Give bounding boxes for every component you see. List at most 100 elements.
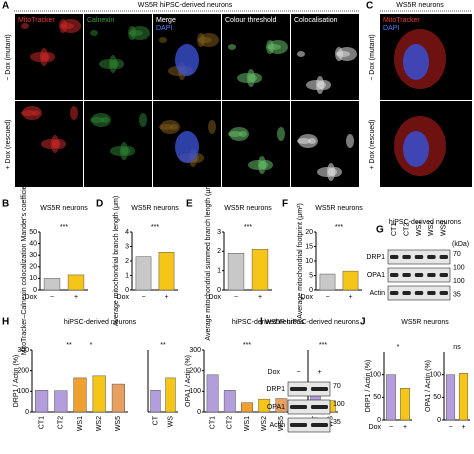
x-tick-label: + bbox=[258, 294, 262, 301]
x-tick-label: WS1 bbox=[77, 416, 84, 431]
band bbox=[427, 255, 436, 259]
panel-label: G bbox=[376, 225, 384, 236]
y-tick-label: 2 bbox=[217, 248, 221, 255]
channel-label: Colour threshold bbox=[225, 17, 276, 24]
bar bbox=[251, 249, 269, 291]
bar bbox=[150, 390, 161, 413]
y-tick-label: 0 bbox=[309, 287, 313, 294]
channel-label: DAPI bbox=[156, 25, 172, 32]
y-tick-label: 100 bbox=[189, 388, 201, 395]
y-tick-label: 0 bbox=[125, 287, 129, 294]
panel-label: J bbox=[360, 317, 366, 328]
bar bbox=[458, 373, 469, 421]
y-tick-label: 50 bbox=[433, 394, 441, 401]
panel-title: WS5R neurons bbox=[396, 2, 444, 9]
cell-blob bbox=[197, 33, 205, 47]
y-tick-label: 3 bbox=[125, 243, 129, 250]
cell-blob bbox=[297, 138, 311, 144]
y-tick-label: 0 bbox=[33, 287, 37, 294]
y-tick-label: 100 bbox=[17, 388, 29, 395]
bar bbox=[73, 377, 87, 413]
band bbox=[290, 405, 307, 409]
panel-label: B bbox=[2, 199, 9, 210]
panel-label: A bbox=[2, 1, 9, 12]
channel-label: DAPI bbox=[383, 25, 399, 32]
x-tick-label: CT2 bbox=[227, 416, 234, 429]
cell-blob bbox=[139, 113, 147, 127]
row-label: − Dox (mutant) bbox=[369, 34, 376, 81]
y-tick-label: 2 bbox=[125, 258, 129, 265]
bar bbox=[206, 374, 219, 413]
band bbox=[414, 273, 424, 277]
blot-title: WS5R hiPSC-derived neurons bbox=[265, 319, 360, 326]
cell-blob bbox=[99, 59, 119, 69]
y-axis-label: Average mitochondrial branch length (μm) bbox=[113, 196, 120, 326]
band bbox=[390, 273, 399, 277]
bar bbox=[54, 390, 68, 413]
panel-label: H bbox=[2, 317, 9, 328]
lane-label: CT1 bbox=[391, 223, 398, 236]
x-tick-label: WS5 bbox=[115, 416, 122, 431]
x-tick-label: − bbox=[325, 294, 329, 301]
lane-label: − bbox=[296, 369, 300, 376]
x-tick-label: CT bbox=[152, 415, 159, 425]
panel-label: C bbox=[366, 1, 373, 12]
cell-blob bbox=[306, 80, 326, 90]
bar bbox=[35, 390, 49, 413]
row-label: Actin bbox=[269, 422, 285, 429]
y-tick-label: 40 bbox=[29, 240, 37, 247]
y-axis-label: DRP1 / Actin (%) bbox=[13, 355, 20, 408]
bar bbox=[111, 383, 125, 413]
y-tick-label: 0 bbox=[437, 417, 441, 424]
significance: ** bbox=[160, 342, 166, 349]
significance: *** bbox=[151, 224, 159, 231]
blot-strip bbox=[287, 399, 331, 415]
cell-blob bbox=[21, 110, 35, 116]
x-axis-label: Dox bbox=[25, 294, 38, 301]
bar bbox=[92, 375, 106, 413]
band bbox=[439, 255, 448, 259]
bar bbox=[275, 398, 288, 413]
kda-marker: 35 bbox=[333, 419, 341, 426]
panel-label: D bbox=[96, 199, 103, 210]
y-axis-label: OPA1 / Actin (%) bbox=[185, 355, 192, 407]
row-label: Actin bbox=[369, 290, 385, 297]
y-tick-label: 50 bbox=[373, 394, 381, 401]
channel-label: Merge bbox=[156, 17, 176, 24]
y-tick-label: 100 bbox=[429, 372, 441, 379]
kda-marker: 100 bbox=[453, 264, 465, 271]
band bbox=[311, 405, 328, 409]
y-tick-label: 300 bbox=[17, 347, 29, 354]
bar bbox=[342, 270, 359, 291]
band bbox=[439, 273, 448, 277]
band bbox=[390, 291, 399, 295]
cell-blob bbox=[297, 51, 305, 57]
x-axis-label: Dox bbox=[209, 294, 222, 301]
cell-blob bbox=[335, 47, 343, 61]
x-tick-label: + bbox=[348, 294, 352, 301]
kda-marker: 100 bbox=[453, 278, 465, 285]
x-tick-label: − bbox=[234, 294, 238, 301]
bar bbox=[43, 278, 61, 291]
y-tick-label: 0 bbox=[377, 417, 381, 424]
significance: ** bbox=[66, 342, 72, 349]
x-axis-label: Dox bbox=[117, 294, 130, 301]
cell-blob bbox=[21, 23, 29, 29]
y-tick-label: 20 bbox=[29, 264, 37, 271]
y-tick-label: 3 bbox=[217, 229, 221, 236]
y-tick-label: 300 bbox=[189, 347, 201, 354]
significance: *** bbox=[335, 224, 343, 231]
cell-blob bbox=[346, 134, 354, 148]
band bbox=[311, 423, 328, 427]
cell-blob bbox=[208, 120, 216, 134]
x-tick-label: WS bbox=[167, 416, 174, 428]
y-tick-label: 1 bbox=[125, 272, 129, 279]
channel-label: Calnexin bbox=[87, 17, 114, 24]
chart-title: WS5R neurons bbox=[40, 205, 88, 212]
band bbox=[290, 387, 307, 391]
cell-blob bbox=[159, 37, 167, 43]
nucleus bbox=[403, 44, 429, 80]
significance: * bbox=[90, 342, 93, 349]
panel-label: E bbox=[186, 199, 193, 210]
row-label: − Dox (mutant) bbox=[5, 34, 12, 81]
